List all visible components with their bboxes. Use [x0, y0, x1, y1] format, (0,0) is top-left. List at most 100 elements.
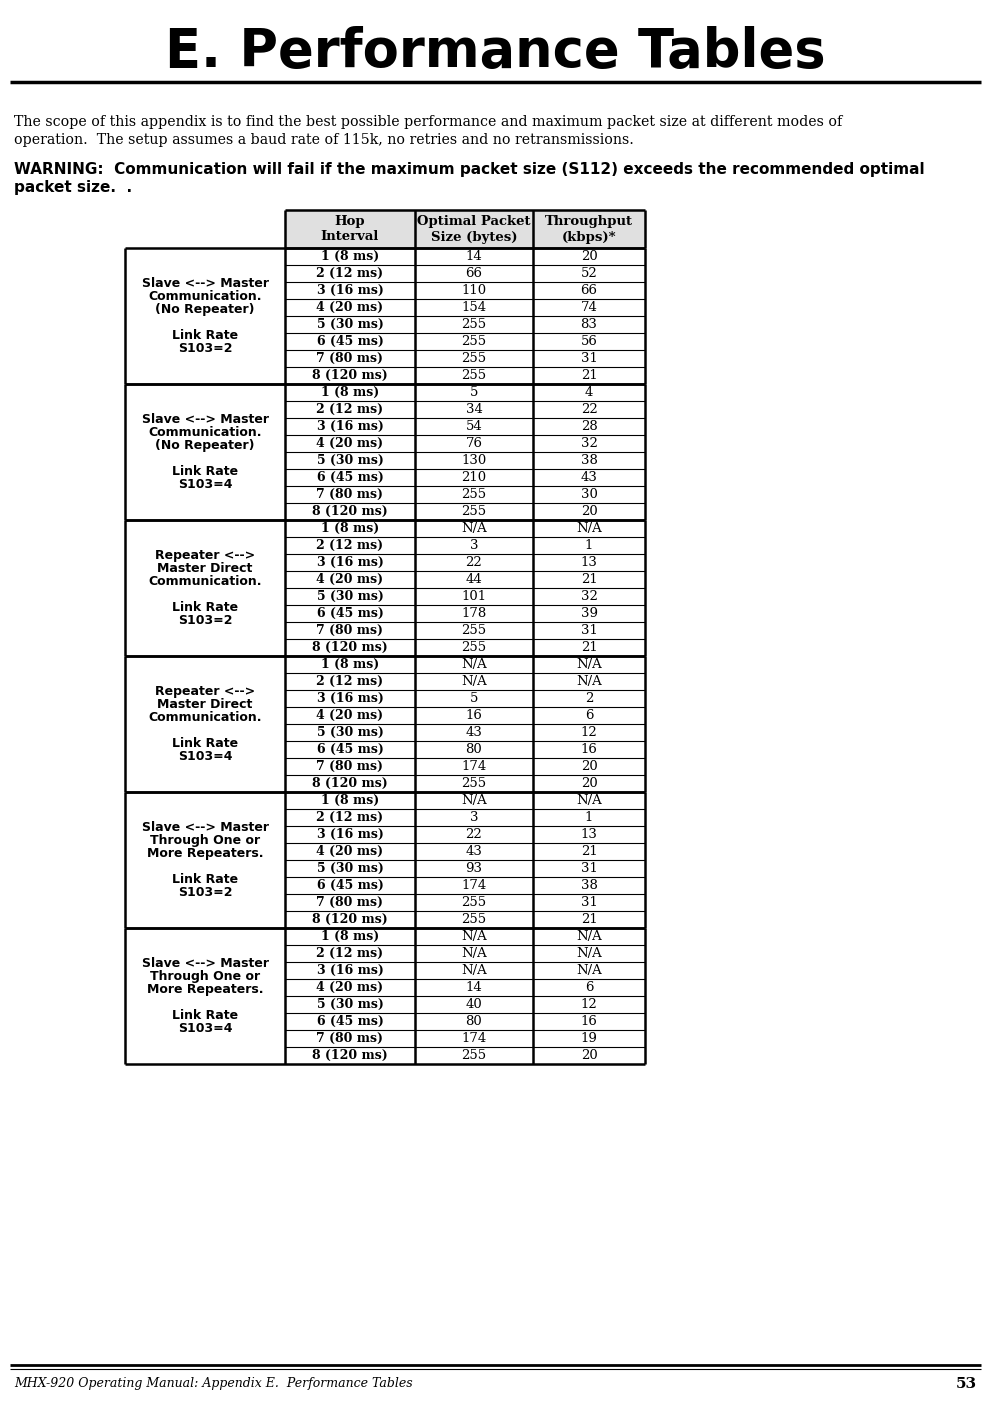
Text: 255: 255	[462, 913, 487, 926]
Text: 154: 154	[462, 301, 487, 315]
Text: 255: 255	[462, 317, 487, 332]
Text: 6 (45 ms): 6 (45 ms)	[316, 607, 384, 619]
Text: 13: 13	[581, 828, 598, 841]
Text: Communication.: Communication.	[149, 291, 262, 303]
Text: E. Performance Tables: E. Performance Tables	[165, 25, 826, 78]
Text: 1 (8 ms): 1 (8 ms)	[321, 658, 380, 672]
Text: 19: 19	[581, 1031, 598, 1046]
Text: 2 (12 ms): 2 (12 ms)	[316, 811, 384, 824]
Text: Link Rate: Link Rate	[171, 601, 238, 614]
Text: Hop
Interval: Hop Interval	[321, 214, 380, 244]
Text: 2 (12 ms): 2 (12 ms)	[316, 539, 384, 552]
Text: 255: 255	[462, 488, 487, 501]
Text: packet size.  .: packet size. .	[14, 181, 132, 195]
Text: N/A: N/A	[461, 794, 487, 807]
Text: The scope of this appendix is to find the best possible performance and maximum : The scope of this appendix is to find th…	[14, 116, 842, 128]
Text: 3 (16 ms): 3 (16 ms)	[316, 284, 384, 296]
Text: 54: 54	[466, 420, 483, 433]
Text: 255: 255	[462, 505, 487, 518]
Text: 5 (30 ms): 5 (30 ms)	[316, 317, 384, 332]
Text: 5: 5	[470, 387, 479, 399]
Text: 178: 178	[462, 607, 487, 619]
Text: 66: 66	[466, 267, 483, 279]
Text: (No Repeater): (No Repeater)	[156, 439, 255, 452]
Text: Link Rate: Link Rate	[171, 329, 238, 341]
Text: 93: 93	[466, 862, 483, 875]
Text: 21: 21	[581, 370, 598, 382]
Text: 5 (30 ms): 5 (30 ms)	[316, 862, 384, 875]
Text: N/A: N/A	[461, 658, 487, 672]
Text: More Repeaters.: More Repeaters.	[147, 847, 264, 859]
Text: MHX-920 Operating Manual: Appendix E.  Performance Tables: MHX-920 Operating Manual: Appendix E. Pe…	[14, 1377, 412, 1390]
Text: 1: 1	[585, 539, 594, 552]
Text: S103=4: S103=4	[177, 751, 232, 763]
Text: 255: 255	[462, 1048, 487, 1062]
Text: 1 (8 ms): 1 (8 ms)	[321, 930, 380, 943]
Text: 38: 38	[581, 879, 598, 892]
Text: 4 (20 ms): 4 (20 ms)	[316, 573, 384, 586]
Text: 255: 255	[462, 777, 487, 790]
Text: 255: 255	[462, 370, 487, 382]
Text: 32: 32	[581, 437, 598, 450]
Text: 5 (30 ms): 5 (30 ms)	[316, 998, 384, 1012]
Text: 83: 83	[581, 317, 598, 332]
Text: 4 (20 ms): 4 (20 ms)	[316, 437, 384, 450]
Text: 6 (45 ms): 6 (45 ms)	[316, 879, 384, 892]
Text: 3 (16 ms): 3 (16 ms)	[316, 556, 384, 569]
Text: 16: 16	[581, 744, 598, 756]
Text: 66: 66	[581, 284, 598, 296]
Text: 3 (16 ms): 3 (16 ms)	[316, 964, 384, 976]
Text: 5 (30 ms): 5 (30 ms)	[316, 727, 384, 739]
Text: 174: 174	[462, 761, 487, 773]
Text: Throughput
(kbps)*: Throughput (kbps)*	[545, 214, 633, 244]
Text: 5 (30 ms): 5 (30 ms)	[316, 454, 384, 467]
Text: 6 (45 ms): 6 (45 ms)	[316, 1015, 384, 1029]
Text: 21: 21	[581, 573, 598, 586]
Text: 4 (20 ms): 4 (20 ms)	[316, 301, 384, 315]
Text: S103=2: S103=2	[177, 886, 232, 899]
Text: 1 (8 ms): 1 (8 ms)	[321, 794, 380, 807]
Text: 8 (120 ms): 8 (120 ms)	[312, 913, 387, 926]
Text: 5: 5	[470, 691, 479, 706]
Text: 7 (80 ms): 7 (80 ms)	[316, 1031, 384, 1046]
Text: 20: 20	[581, 777, 598, 790]
Text: 8 (120 ms): 8 (120 ms)	[312, 641, 387, 655]
Text: 174: 174	[462, 879, 487, 892]
Text: 34: 34	[466, 404, 483, 416]
Text: 7 (80 ms): 7 (80 ms)	[316, 761, 384, 773]
Text: 12: 12	[581, 998, 598, 1012]
Text: S103=2: S103=2	[177, 341, 232, 356]
Text: 8 (120 ms): 8 (120 ms)	[312, 505, 387, 518]
Text: 20: 20	[581, 1048, 598, 1062]
Text: WARNING:  Communication will fail if the maximum packet size (S112) exceeds the : WARNING: Communication will fail if the …	[14, 162, 925, 176]
Text: Repeater <-->: Repeater <-->	[155, 684, 255, 698]
Text: N/A: N/A	[461, 964, 487, 976]
Text: Link Rate: Link Rate	[171, 737, 238, 751]
Text: 174: 174	[462, 1031, 487, 1046]
Text: 6: 6	[585, 708, 594, 722]
Text: 20: 20	[581, 505, 598, 518]
Text: 210: 210	[462, 471, 487, 484]
Text: 6 (45 ms): 6 (45 ms)	[316, 744, 384, 756]
Text: 8 (120 ms): 8 (120 ms)	[312, 777, 387, 790]
Text: 16: 16	[581, 1015, 598, 1029]
Text: 6 (45 ms): 6 (45 ms)	[316, 471, 384, 484]
Text: N/A: N/A	[461, 522, 487, 535]
Text: N/A: N/A	[576, 794, 602, 807]
Text: Link Rate: Link Rate	[171, 873, 238, 886]
Text: 21: 21	[581, 913, 598, 926]
Text: 3: 3	[470, 811, 479, 824]
Text: 8 (120 ms): 8 (120 ms)	[312, 1048, 387, 1062]
Text: 6 (45 ms): 6 (45 ms)	[316, 334, 384, 349]
Text: 20: 20	[581, 250, 598, 262]
Text: 80: 80	[466, 744, 483, 756]
Text: 1 (8 ms): 1 (8 ms)	[321, 522, 380, 535]
Text: Optimal Packet
Size (bytes): Optimal Packet Size (bytes)	[417, 214, 531, 244]
Text: More Repeaters.: More Repeaters.	[147, 983, 264, 996]
Text: 2 (12 ms): 2 (12 ms)	[316, 947, 384, 959]
Text: Link Rate: Link Rate	[171, 1009, 238, 1022]
Text: 4 (20 ms): 4 (20 ms)	[316, 708, 384, 722]
Bar	[285, 210, 645, 248]
Text: 255: 255	[462, 896, 487, 909]
Text: 4 (20 ms): 4 (20 ms)	[316, 981, 384, 993]
